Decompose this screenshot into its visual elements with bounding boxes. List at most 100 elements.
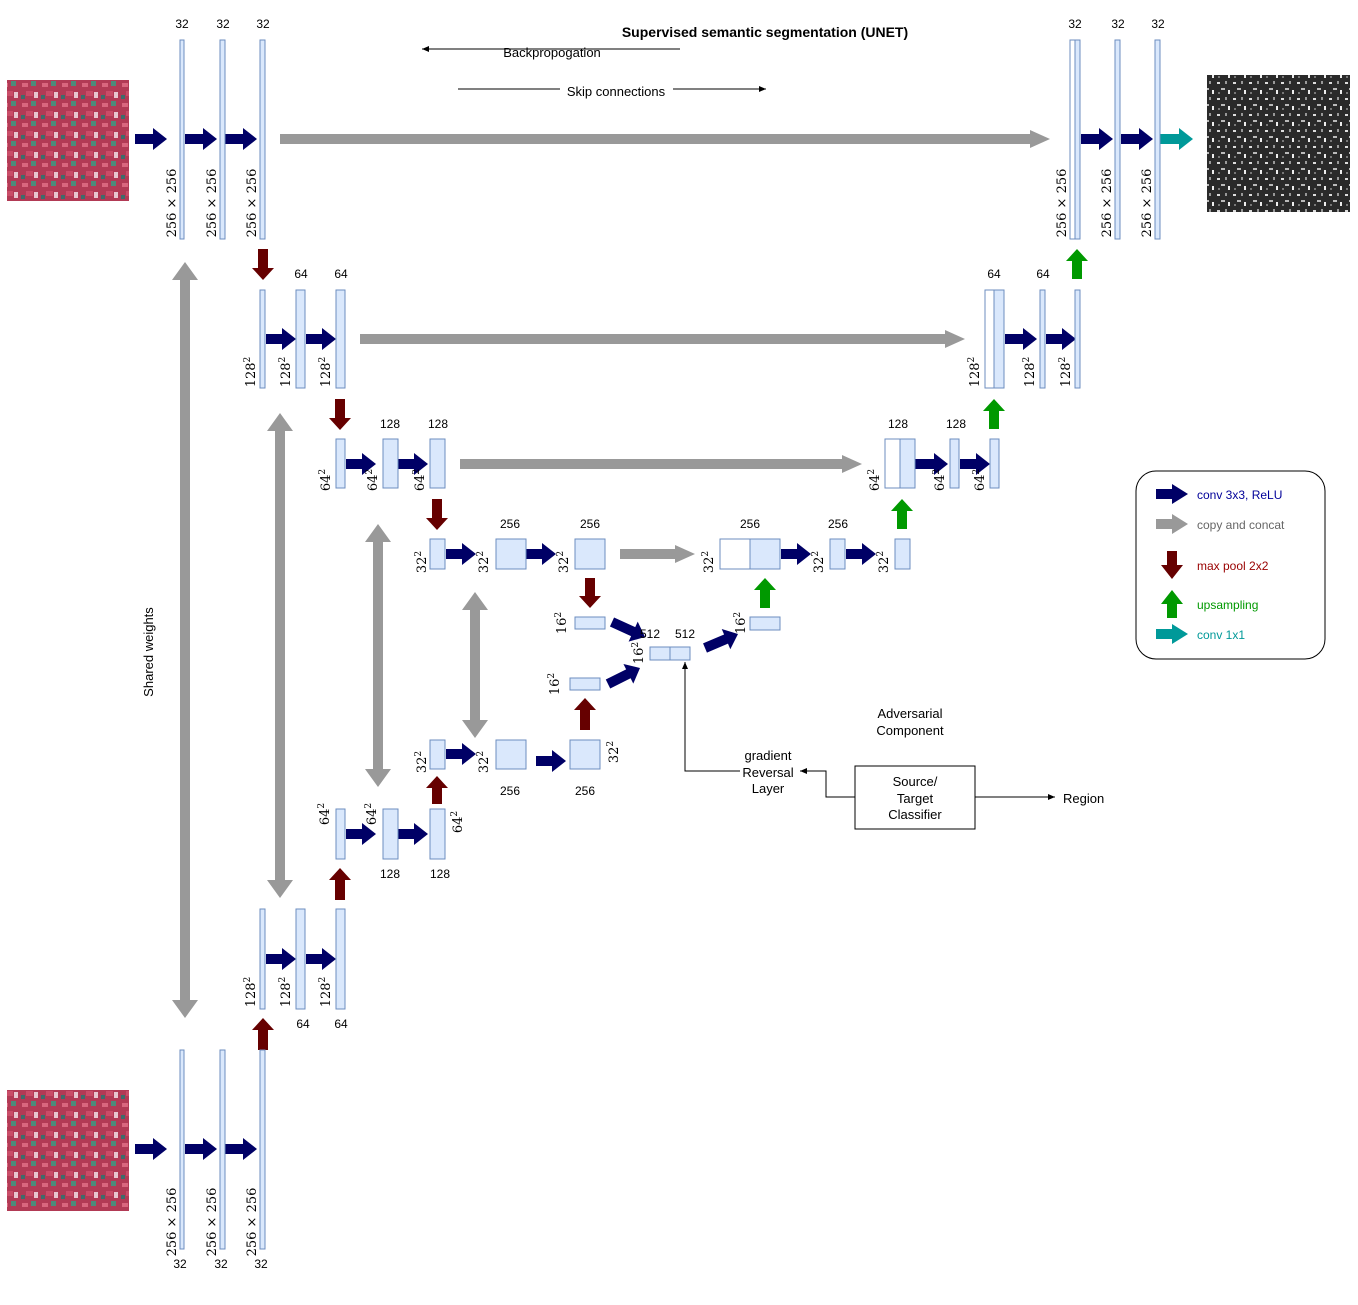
dec1-map-b <box>1115 40 1120 239</box>
enc1-size-c: 256 × 256 <box>245 169 260 238</box>
conv-arrow <box>135 128 167 150</box>
conv-arrow <box>781 543 811 565</box>
conv-arrow <box>306 328 336 350</box>
grl-label-line2: Reversal <box>742 765 793 780</box>
dec2-ch-b: 64 <box>1036 267 1050 281</box>
conv-arrow <box>536 750 566 772</box>
dec1-size-c: 256 × 256 <box>1140 169 1155 238</box>
output-mask-image <box>1207 75 1350 212</box>
tgt1-map-b <box>220 1050 225 1249</box>
tgt3-ch-b: 128 <box>380 867 400 881</box>
dec5-map <box>750 617 780 630</box>
tgt2-size-b: 1282 <box>278 977 294 1008</box>
tgt4-ch-c: 256 <box>575 784 595 798</box>
bottleneck-ch-a: 512 <box>640 627 660 641</box>
tgt3-map-b <box>383 809 398 859</box>
enc4-size-b: 322 <box>476 551 492 573</box>
legend-label: conv 3x3, ReLU <box>1197 488 1282 502</box>
conv-arrow <box>446 743 476 765</box>
dec1-ch-a: 32 <box>1068 17 1082 31</box>
enc2-ch-b: 64 <box>294 267 308 281</box>
tgt2-ch-c: 64 <box>334 1017 348 1031</box>
dec4-map-concat <box>720 539 750 569</box>
maxpool-arrow <box>574 698 596 730</box>
tgt1-map-c <box>260 1050 265 1249</box>
tgt3-size-b: 642 <box>364 803 380 825</box>
conv-arrow <box>306 948 336 970</box>
shared-weights-arrow-l3 <box>365 524 391 787</box>
enc4-size-c: 322 <box>556 551 572 573</box>
dec1-ch-c: 32 <box>1151 17 1165 31</box>
tgt2-map-c <box>336 909 345 1009</box>
conv-arrow <box>1121 128 1153 150</box>
tgt1-size-a: 256 × 256 <box>165 1188 180 1257</box>
maxpool-arrow <box>579 578 601 608</box>
upsampling-arrow <box>754 578 776 608</box>
tgt5-size: 162 <box>547 673 563 695</box>
dec3-size-c: 642 <box>972 469 988 491</box>
conv-arrow <box>225 1138 257 1160</box>
dec1-map-a <box>1075 40 1080 239</box>
dec2-map-concat <box>985 290 994 388</box>
enc4-size-a: 322 <box>414 551 430 573</box>
tgt1-ch-b: 32 <box>214 1257 228 1271</box>
tgt5-map <box>570 678 600 690</box>
tgt4-map-c <box>570 740 600 769</box>
enc1-size-a: 256 × 256 <box>165 169 180 238</box>
enc5-size: 162 <box>554 612 570 634</box>
tgt2-size-c: 1282 <box>318 977 334 1008</box>
enc2-map-c <box>336 290 345 388</box>
dec4-map-a <box>750 539 780 569</box>
tgt3-size-a: 642 <box>317 803 333 825</box>
conv-arrow <box>1046 328 1076 350</box>
enc4-map-a <box>430 539 445 569</box>
enc1-size-b: 256 × 256 <box>205 169 220 238</box>
enc4-ch-c: 256 <box>580 517 600 531</box>
enc1-ch-c: 32 <box>256 17 270 31</box>
enc2-map-a <box>260 290 265 388</box>
enc3-ch-b: 128 <box>380 417 400 431</box>
enc4-ch-b: 256 <box>500 517 520 531</box>
dec3-map-c <box>990 439 999 488</box>
conv-arrow <box>446 543 476 565</box>
dec2-map-c <box>1075 290 1080 388</box>
tgt4-size-b: 322 <box>476 751 492 773</box>
conv-arrow <box>846 543 876 565</box>
dec2-map-b <box>1040 290 1045 388</box>
dec3-size-b: 642 <box>932 469 948 491</box>
dec2-size-a: 1282 <box>967 357 983 388</box>
enc3-size-a: 642 <box>318 469 334 491</box>
maxpool-arrow <box>252 249 274 280</box>
tgt2-map-b <box>296 909 305 1009</box>
tgt1-map-a <box>180 1050 184 1249</box>
dec3-map-concat <box>885 439 900 488</box>
maxpool-arrow <box>252 1018 274 1050</box>
tgt3-map-c <box>430 809 445 859</box>
copy-concat-arrow-l3 <box>460 455 862 473</box>
shared-weights-label: Shared weights <box>141 607 156 697</box>
tgt4-size-a: 322 <box>414 751 430 773</box>
enc2-map-b <box>296 290 305 388</box>
backprop-label: Backpropogation <box>503 45 601 60</box>
dec4-size-b: 322 <box>811 551 827 573</box>
conv1x1-arrow <box>1160 128 1193 150</box>
grl-label-line3: Layer <box>752 781 785 796</box>
copy-concat-arrow-l1 <box>280 130 1050 148</box>
conv-arrow <box>398 823 428 845</box>
grl-label-line1: gradient <box>745 748 792 763</box>
maxpool-arrow <box>329 399 351 430</box>
conv-arrow <box>266 948 296 970</box>
adversarial-label-line1: Adversarial <box>877 706 942 721</box>
grl-to-bottleneck-arrow <box>685 662 740 771</box>
dec3-ch-b: 128 <box>946 417 966 431</box>
tgt3-map-a <box>336 809 345 859</box>
input-image-bottom <box>7 1090 129 1211</box>
region-label: Region <box>1063 791 1104 806</box>
dec1-ch-b: 32 <box>1111 17 1125 31</box>
conv-arrow <box>185 1138 217 1160</box>
enc2-size-b: 1282 <box>278 357 294 388</box>
enc1-ch-b: 32 <box>216 17 230 31</box>
bottleneck-size: 162 <box>631 642 647 664</box>
enc2-ch-c: 64 <box>334 267 348 281</box>
